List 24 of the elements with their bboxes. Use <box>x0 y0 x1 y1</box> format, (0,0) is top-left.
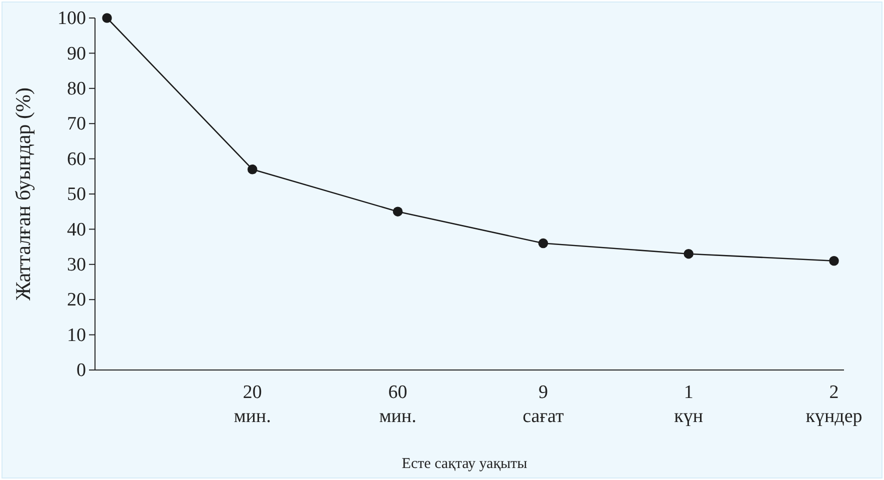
y-tick-label: 70 <box>67 114 86 135</box>
y-tick-label: 0 <box>76 360 86 382</box>
y-tick-label: 100 <box>58 8 86 30</box>
point <box>684 248 694 259</box>
y-axis-title: Жатталған буындар (%) <box>11 87 35 301</box>
x-tick-label: 60 мин. <box>379 382 416 427</box>
y-tick-label: 90 <box>67 43 86 64</box>
x-tick-label: 20 мин. <box>234 382 271 427</box>
y-tick-label: 80 <box>67 78 86 100</box>
x-tick-label: 9 сағат <box>522 382 564 427</box>
y-tick-label: 50 <box>67 184 86 206</box>
y-tick-label: 10 <box>67 324 86 346</box>
x-tick-label: 2 күндер <box>806 382 862 427</box>
y-tick-label: 20 <box>67 290 86 311</box>
point <box>248 164 258 174</box>
y-tick-label: 30 <box>67 254 86 276</box>
point <box>538 238 548 248</box>
y-tick-label: 40 <box>67 219 86 240</box>
x-tick-label: 1 күн <box>674 382 704 427</box>
point <box>102 13 112 23</box>
point <box>829 256 839 266</box>
point <box>392 206 403 216</box>
x-axis-title: Есте сақтау уақыты <box>402 456 528 472</box>
y-tick-label: 60 <box>67 148 86 170</box>
